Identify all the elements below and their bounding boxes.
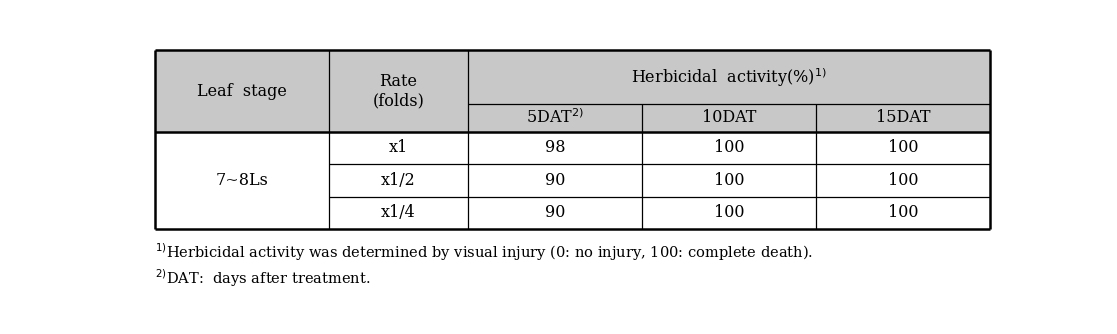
Text: 100: 100 bbox=[888, 140, 918, 156]
Bar bbox=[155, 50, 990, 132]
Text: 98: 98 bbox=[545, 140, 565, 156]
Text: 100: 100 bbox=[888, 172, 918, 189]
Text: 15DAT: 15DAT bbox=[876, 109, 930, 126]
Text: Leaf  stage: Leaf stage bbox=[198, 82, 287, 100]
Text: 100: 100 bbox=[888, 204, 918, 221]
Text: $^{2)}$DAT:  days after treatment.: $^{2)}$DAT: days after treatment. bbox=[155, 267, 371, 289]
Text: 7~8Ls: 7~8Ls bbox=[216, 172, 268, 189]
Text: 100: 100 bbox=[714, 204, 744, 221]
Text: $^{1)}$Herbicidal activity was determined by visual injury (0: no injury, 100: c: $^{1)}$Herbicidal activity was determine… bbox=[155, 241, 813, 263]
Text: 90: 90 bbox=[545, 172, 565, 189]
Text: 10DAT: 10DAT bbox=[701, 109, 756, 126]
Text: x1/2: x1/2 bbox=[381, 172, 416, 189]
Bar bbox=[155, 132, 990, 229]
Text: 100: 100 bbox=[714, 140, 744, 156]
Text: 5DAT$^{2)}$: 5DAT$^{2)}$ bbox=[526, 109, 584, 127]
Text: Rate
(folds): Rate (folds) bbox=[373, 73, 424, 109]
Text: x1: x1 bbox=[389, 140, 408, 156]
Text: 90: 90 bbox=[545, 204, 565, 221]
Text: Herbicidal  activity(%)$^{1)}$: Herbicidal activity(%)$^{1)}$ bbox=[631, 66, 827, 89]
Text: x1/4: x1/4 bbox=[381, 204, 416, 221]
Text: 100: 100 bbox=[714, 172, 744, 189]
